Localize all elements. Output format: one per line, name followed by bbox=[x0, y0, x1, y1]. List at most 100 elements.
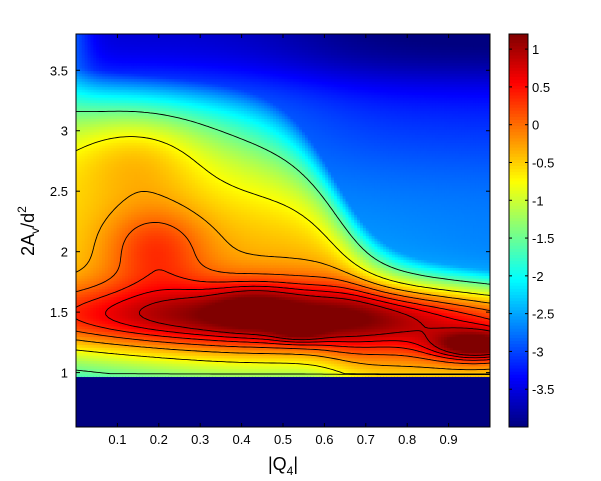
heatmap-cell bbox=[107, 336, 112, 340]
heatmap-cell bbox=[125, 200, 129, 205]
heatmap-cell bbox=[122, 230, 126, 234]
heatmap-cell bbox=[102, 158, 106, 162]
heatmap-cell bbox=[107, 381, 112, 386]
heatmap-cell bbox=[93, 200, 97, 205]
heatmap-cell bbox=[119, 160, 123, 165]
heatmap-cell bbox=[131, 251, 135, 255]
heatmap-cell bbox=[84, 291, 89, 295]
heatmap-cell bbox=[107, 272, 112, 276]
heatmap-cell bbox=[93, 301, 97, 306]
heatmap-cell bbox=[90, 99, 94, 104]
heatmap-cell bbox=[81, 121, 86, 125]
heatmap-cell bbox=[84, 46, 89, 50]
heatmap-cell bbox=[133, 395, 138, 399]
heatmap-cell bbox=[142, 211, 147, 215]
heatmap-cell bbox=[93, 187, 97, 191]
heatmap-cell bbox=[102, 89, 106, 93]
heatmap-cell bbox=[84, 123, 89, 127]
heatmap-cell bbox=[93, 94, 97, 98]
heatmap-cell bbox=[133, 333, 138, 338]
heatmap-cell bbox=[104, 107, 109, 112]
heatmap-cell bbox=[136, 46, 141, 50]
heatmap-cell bbox=[145, 315, 150, 319]
heatmap-cell bbox=[116, 142, 121, 146]
heatmap-cell bbox=[107, 70, 112, 74]
heatmap-cell bbox=[96, 280, 100, 284]
heatmap-cell bbox=[81, 184, 86, 189]
heatmap-cell bbox=[128, 160, 132, 165]
heatmap-cell bbox=[119, 46, 123, 50]
heatmap-cell bbox=[96, 147, 100, 151]
heatmap-cell bbox=[90, 379, 94, 383]
heatmap-cell bbox=[113, 195, 118, 199]
heatmap-cell bbox=[81, 81, 86, 85]
heatmap-cell bbox=[84, 203, 89, 207]
heatmap-cell bbox=[142, 336, 147, 340]
heatmap-cell bbox=[125, 384, 129, 388]
heatmap-cell bbox=[128, 166, 132, 170]
heatmap-cell bbox=[84, 214, 89, 218]
heatmap-cell bbox=[81, 41, 86, 45]
heatmap-cell bbox=[139, 81, 144, 85]
heatmap-cell bbox=[76, 235, 80, 239]
heatmap-cell bbox=[142, 166, 147, 170]
heatmap-cell bbox=[139, 99, 144, 104]
heatmap-cell bbox=[84, 400, 89, 404]
heatmap-cell bbox=[119, 296, 123, 300]
heatmap-cell bbox=[113, 110, 118, 114]
heatmap-cell bbox=[99, 192, 103, 197]
heatmap-cell bbox=[104, 387, 109, 391]
heatmap-cell bbox=[90, 198, 94, 202]
heatmap-cell bbox=[142, 416, 147, 420]
heatmap-cell bbox=[119, 86, 123, 90]
heatmap-cell bbox=[128, 309, 132, 314]
heatmap-cell bbox=[93, 363, 97, 367]
heatmap-cell bbox=[110, 152, 115, 157]
heatmap-cell bbox=[76, 347, 80, 351]
heatmap-cell bbox=[122, 373, 126, 378]
heatmap-cell bbox=[128, 105, 132, 109]
heatmap-cell bbox=[119, 371, 123, 375]
heatmap-cell bbox=[116, 147, 121, 151]
heatmap-cell bbox=[133, 272, 138, 276]
heatmap-cell bbox=[131, 317, 135, 322]
heatmap-cell bbox=[84, 336, 89, 340]
heatmap-cell bbox=[136, 333, 141, 338]
heatmap-cell bbox=[104, 256, 109, 260]
heatmap-cell bbox=[122, 150, 126, 154]
heatmap-cell bbox=[142, 347, 147, 351]
heatmap-cell bbox=[90, 397, 94, 401]
heatmap-cell bbox=[81, 179, 86, 183]
heatmap-cell bbox=[99, 102, 103, 106]
heatmap-cell bbox=[93, 272, 97, 276]
heatmap-cell bbox=[145, 198, 150, 202]
heatmap-cell bbox=[104, 184, 109, 189]
heatmap-cell bbox=[81, 328, 86, 332]
heatmap-cell bbox=[133, 158, 138, 162]
heatmap-cell bbox=[145, 400, 150, 404]
heatmap-cell bbox=[139, 51, 144, 56]
heatmap-cell bbox=[119, 270, 123, 274]
heatmap-cell bbox=[125, 174, 129, 178]
heatmap-cell bbox=[107, 160, 112, 165]
heatmap-cell bbox=[99, 403, 103, 407]
heatmap-cell bbox=[113, 126, 118, 130]
heatmap-cell bbox=[119, 230, 123, 234]
heatmap-cell bbox=[84, 187, 89, 191]
heatmap-cell bbox=[87, 315, 92, 319]
heatmap-cell bbox=[99, 421, 103, 425]
heatmap-cell bbox=[81, 46, 86, 50]
heatmap-cell bbox=[131, 379, 135, 383]
heatmap-cell bbox=[102, 235, 106, 239]
heatmap-cell bbox=[139, 134, 144, 138]
heatmap-cell bbox=[81, 102, 86, 106]
heatmap-cell bbox=[99, 34, 103, 37]
heatmap-cell bbox=[139, 113, 144, 117]
heatmap-cell bbox=[102, 131, 106, 135]
heatmap-cell bbox=[122, 246, 126, 250]
heatmap-cell bbox=[102, 419, 106, 423]
heatmap-cell bbox=[90, 328, 94, 332]
heatmap-cell bbox=[113, 49, 118, 53]
heatmap-cell bbox=[84, 235, 89, 239]
heatmap-cell bbox=[142, 49, 147, 53]
